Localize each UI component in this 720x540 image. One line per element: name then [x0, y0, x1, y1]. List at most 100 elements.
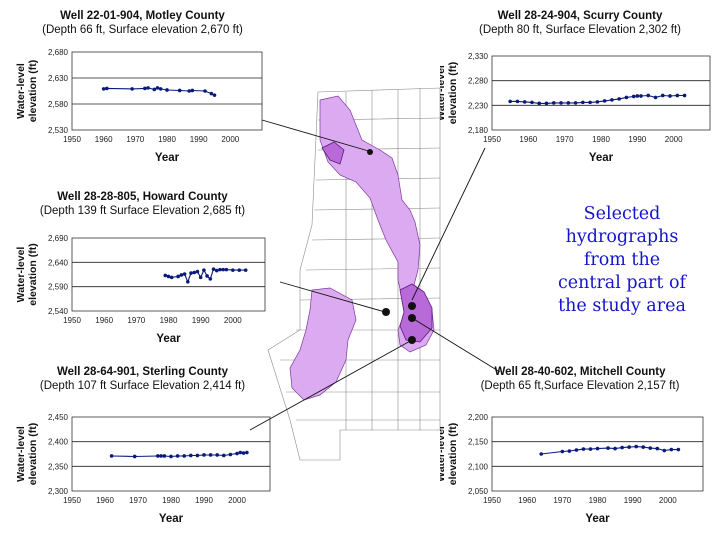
- data-point: [182, 272, 187, 276]
- well-locations: [367, 149, 416, 344]
- data-point: [101, 87, 106, 91]
- data-point: [231, 268, 235, 272]
- hydrograph-howard: Well 28-28-805, Howard County (Depth 139…: [0, 188, 285, 353]
- data-point: [581, 447, 586, 451]
- data-point: [202, 268, 206, 272]
- data-point: [635, 94, 640, 98]
- x-tick-label: 2000: [224, 316, 242, 325]
- data-point: [595, 446, 600, 451]
- y-tick-label: 2,530: [48, 126, 69, 135]
- data-point: [668, 94, 672, 98]
- data-point: [190, 88, 195, 93]
- data-point: [189, 453, 193, 458]
- caption-line: from the: [583, 250, 661, 270]
- y-tick-label: 2,630: [48, 74, 69, 83]
- x-tick-label: 2000: [221, 135, 239, 144]
- hydrograph-scurry: Well 28-24-904, Scurry County (Depth 80 …: [440, 0, 720, 170]
- y-axis-title: elevation (ft): [27, 60, 39, 122]
- data-point: [669, 447, 674, 452]
- x-tick-label: 2000: [659, 496, 677, 505]
- data-point: [215, 453, 219, 457]
- y-tick-label: 2,640: [48, 258, 69, 267]
- x-tick-label: 1960: [95, 316, 113, 325]
- x-tick-label: 1950: [63, 496, 81, 505]
- data-point: [175, 454, 180, 458]
- data-point: [143, 86, 147, 91]
- data-point: [606, 446, 610, 450]
- data-point: [209, 91, 214, 96]
- connector-lines: [249, 119, 501, 431]
- data-point: [169, 454, 173, 459]
- y-tick-label: 2,330: [468, 52, 489, 61]
- data-point: [245, 450, 249, 455]
- data-point: [238, 450, 243, 455]
- chart-title: Well 28-24-904, Scurry County (Depth 80 …: [440, 9, 720, 37]
- data-point: [508, 99, 512, 104]
- data-point: [189, 271, 193, 275]
- y-tick-label: 2,690: [48, 234, 69, 243]
- data-point: [241, 451, 246, 455]
- data-point: [214, 268, 219, 273]
- data-point: [186, 280, 190, 284]
- y-axis-title: Water-level: [440, 65, 447, 121]
- data-point: [208, 277, 213, 281]
- data-point: [581, 100, 585, 105]
- x-axis-title: Year: [155, 152, 180, 164]
- data-point: [515, 99, 520, 104]
- chart-subtitle: (Depth 107 ft Surface Elevation 2,414 ft…: [39, 380, 246, 392]
- y-tick-label: 2,680: [48, 48, 69, 57]
- y-tick-label: 2,050: [468, 487, 489, 496]
- chart-subtitle: (Depth 65 ft,Surface Elevation 2,157 ft): [480, 380, 680, 392]
- data-point: [655, 446, 660, 451]
- data-point: [165, 88, 169, 92]
- figure-caption: Selected hydrographs from the central pa…: [532, 203, 712, 318]
- data-point: [237, 268, 242, 272]
- data-point: [641, 445, 646, 449]
- data-point: [192, 270, 197, 275]
- x-tick-label: 1950: [63, 135, 81, 144]
- data-point: [551, 101, 556, 105]
- plot-frame: [491, 416, 704, 492]
- chart-title: Well 28-64-901, Sterling County (Depth 1…: [0, 365, 285, 393]
- data-point: [610, 98, 614, 102]
- chart-subtitle: (Depth 66 ft, Surface elevation 2,670 ft…: [42, 24, 243, 36]
- plot-frame: [71, 237, 266, 312]
- y-axis-title: Water-level: [15, 426, 27, 482]
- y-tick-label: 2,540: [48, 307, 69, 316]
- y-tick-label: 2,590: [48, 283, 69, 292]
- aquifer-outcrop-south: [289, 287, 357, 401]
- y-tick-label: 2,350: [48, 462, 69, 471]
- data-point: [109, 454, 114, 458]
- x-tick-label: 1990: [195, 496, 213, 505]
- x-tick-label: 1980: [589, 496, 607, 505]
- data-point: [156, 454, 160, 458]
- chart-plot: 2,300 2,350 2,400 2,450 1950 1960 1970 1980 1990…: [15, 413, 271, 525]
- y-tick-label: 2,580: [48, 100, 69, 109]
- x-tick-label: 1990: [192, 316, 210, 325]
- data-point: [675, 93, 680, 98]
- x-tick-label: 1970: [126, 135, 144, 144]
- chart-plot: 2,540 2,590 2,640 2,690 1950 1960 1970 1980 1990…: [15, 234, 266, 345]
- chart-title: Well 28-40-602, Mitchell County (Depth 6…: [440, 365, 720, 393]
- data-point: [158, 87, 163, 91]
- chart-plot: 2,050 2,100 2,150 2,200 1950 1960 1970 1980 1990…: [440, 413, 704, 525]
- y-tick-label: 2,300: [48, 487, 69, 496]
- y-axis-title: elevation (ft): [447, 423, 459, 485]
- data-point: [159, 454, 163, 458]
- data-point: [624, 95, 629, 100]
- data-point: [243, 268, 248, 272]
- data-point: [613, 446, 617, 451]
- data-point: [627, 445, 631, 449]
- data-point: [567, 449, 572, 453]
- x-tick-label: 1960: [519, 135, 537, 144]
- data-point: [602, 99, 607, 103]
- data-point: [187, 89, 191, 93]
- plot-frame: [71, 416, 271, 492]
- data-point: [146, 86, 150, 90]
- x-tick-label: 1990: [190, 135, 208, 144]
- data-point: [195, 269, 200, 274]
- data-point: [202, 453, 206, 457]
- y-tick-label: 2,230: [468, 101, 489, 110]
- x-tick-label: 1950: [63, 316, 81, 325]
- data-point: [530, 100, 534, 105]
